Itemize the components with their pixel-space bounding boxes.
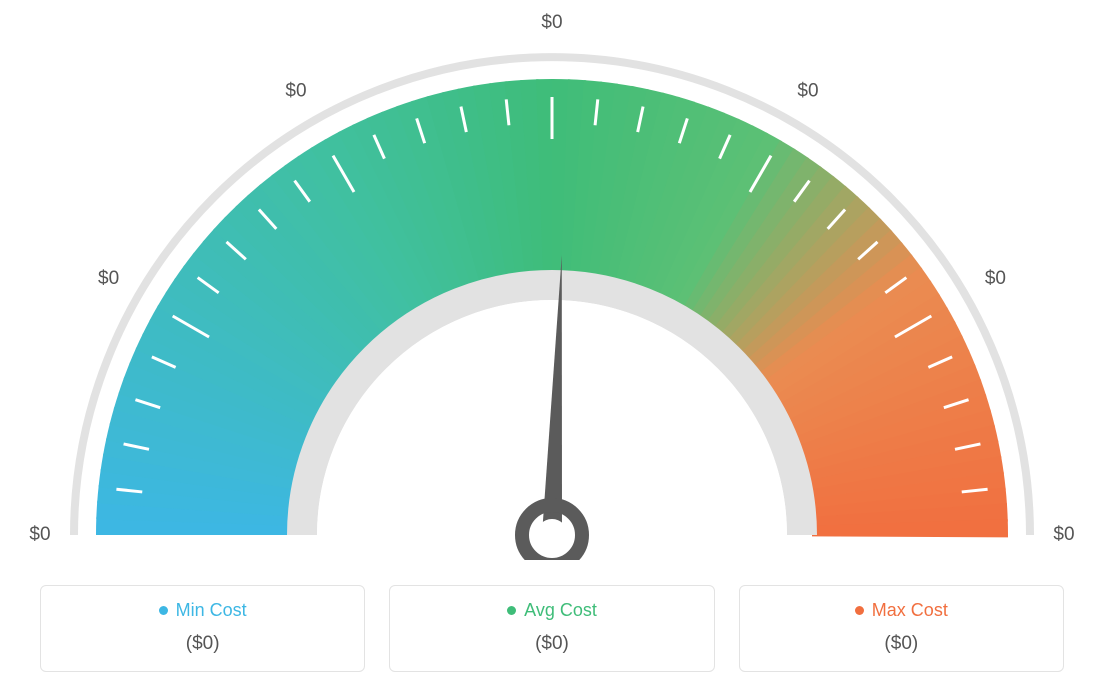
gauge-svg: $0 $0 $0 $0 $0 $0 $0 — [0, 0, 1104, 560]
dot-icon — [159, 606, 168, 615]
legend-card-max: Max Cost ($0) — [739, 585, 1064, 672]
legend-label-min: Min Cost — [51, 600, 354, 621]
svg-text:$0: $0 — [541, 12, 562, 33]
svg-text:$0: $0 — [98, 268, 119, 289]
legend-max-text: Max Cost — [872, 600, 948, 621]
legend-card-avg: Avg Cost ($0) — [389, 585, 714, 672]
legend-min-value: ($0) — [51, 633, 354, 655]
svg-text:$0: $0 — [1053, 524, 1074, 545]
dot-icon — [855, 606, 864, 615]
svg-text:$0: $0 — [797, 81, 818, 102]
legend-avg-text: Avg Cost — [524, 600, 597, 621]
legend-label-max: Max Cost — [750, 600, 1053, 621]
legend-min-text: Min Cost — [176, 600, 247, 621]
svg-text:$0: $0 — [29, 524, 50, 545]
gauge-area: $0 $0 $0 $0 $0 $0 $0 — [0, 0, 1104, 560]
dot-icon — [507, 606, 516, 615]
svg-text:$0: $0 — [285, 81, 306, 102]
legend-label-avg: Avg Cost — [400, 600, 703, 621]
legend-avg-value: ($0) — [400, 633, 703, 655]
legend-max-value: ($0) — [750, 633, 1053, 655]
cost-gauge-chart: $0 $0 $0 $0 $0 $0 $0 Min Cost ($0) Avg Cost ($… — [0, 0, 1104, 690]
svg-text:$0: $0 — [985, 268, 1006, 289]
legend-card-min: Min Cost ($0) — [40, 585, 365, 672]
legend-row: Min Cost ($0) Avg Cost ($0) Max Cost ($0… — [40, 585, 1064, 672]
